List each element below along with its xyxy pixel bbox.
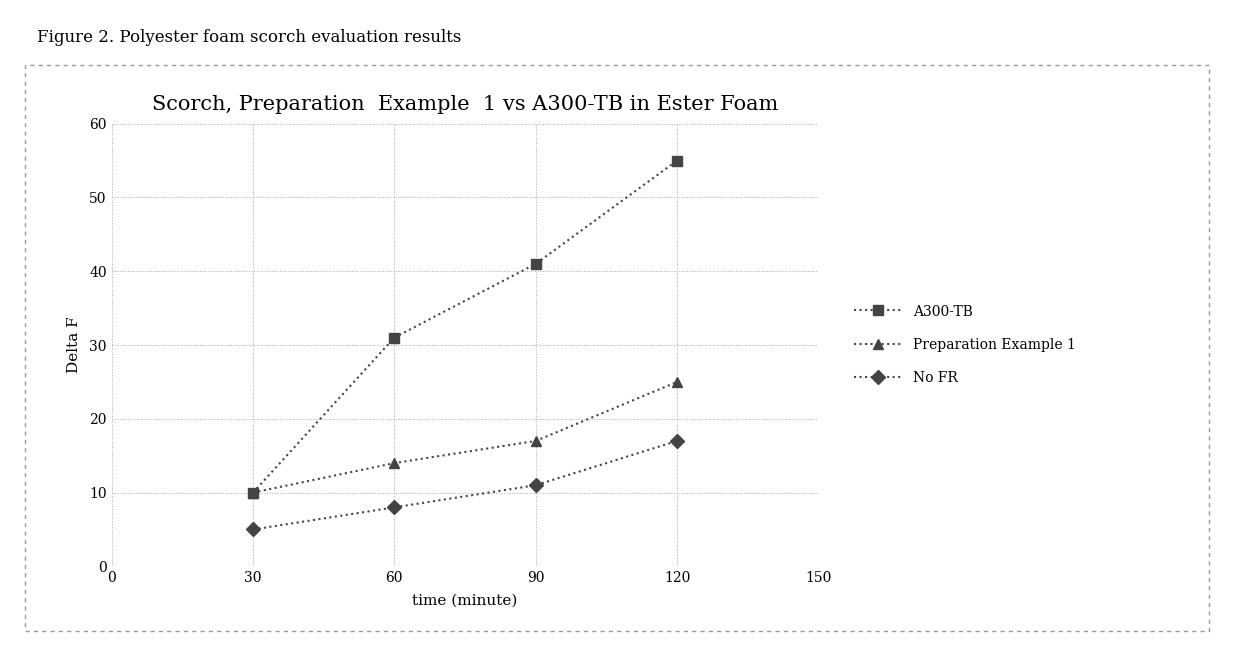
- No FR: [528, 481, 543, 489]
- Preparation Example 1: [528, 437, 543, 445]
- A300-TB: [670, 157, 684, 165]
- A300-TB: [387, 334, 402, 342]
- Text: Figure 2. Polyester foam scorch evaluation results: Figure 2. Polyester foam scorch evaluati…: [37, 29, 461, 46]
- Legend: A300-TB, Preparation Example 1, No FR: A300-TB, Preparation Example 1, No FR: [853, 305, 1076, 385]
- Line: No FR: No FR: [248, 436, 682, 534]
- X-axis label: time (minute): time (minute): [413, 594, 517, 607]
- Title: Scorch, Preparation  Example  1 vs A300-TB in Ester Foam: Scorch, Preparation Example 1 vs A300-TB…: [151, 95, 779, 114]
- No FR: [246, 525, 260, 533]
- Preparation Example 1: [387, 459, 402, 467]
- Preparation Example 1: [670, 378, 684, 386]
- A300-TB: [246, 489, 260, 497]
- Line: Preparation Example 1: Preparation Example 1: [248, 377, 682, 497]
- Y-axis label: Delta F: Delta F: [67, 317, 81, 373]
- Line: A300-TB: A300-TB: [248, 156, 682, 497]
- No FR: [387, 503, 402, 511]
- No FR: [670, 437, 684, 445]
- A300-TB: [528, 260, 543, 268]
- Preparation Example 1: [246, 489, 260, 497]
